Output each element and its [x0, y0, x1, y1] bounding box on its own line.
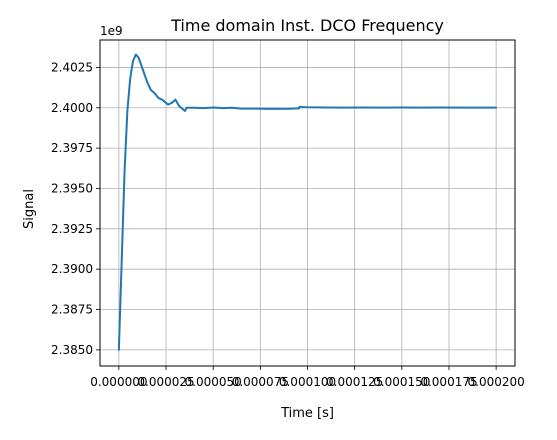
y-tick-label: 2.4000 — [51, 101, 93, 115]
y-axis-label: Signal — [22, 189, 37, 229]
y-tick-label: 2.3950 — [51, 181, 93, 195]
y-tick-label: 2.3900 — [51, 262, 93, 276]
y-tick-label: 2.3975 — [51, 141, 93, 155]
y-tick-label: 2.3850 — [51, 343, 93, 357]
x-tick-label: 0.000200 — [468, 375, 525, 389]
x-axis: 0.0000000.0000250.0000500.0000750.000100… — [90, 366, 525, 389]
x-axis-label: Time [s] — [280, 406, 334, 421]
y-tick-label: 2.3875 — [51, 303, 93, 317]
y-offset-text: 1e9 — [100, 24, 123, 38]
chart-title: Time domain Inst. DCO Frequency — [170, 16, 444, 35]
y-axis: 2.3850 2.3875 2.3900 2.3925 2.3950 2.3975 2.40… — [51, 60, 100, 356]
y-tick-label: 2.3925 — [51, 222, 93, 236]
grid-lines — [100, 40, 515, 366]
y-tick-label: 2.4025 — [51, 60, 93, 74]
